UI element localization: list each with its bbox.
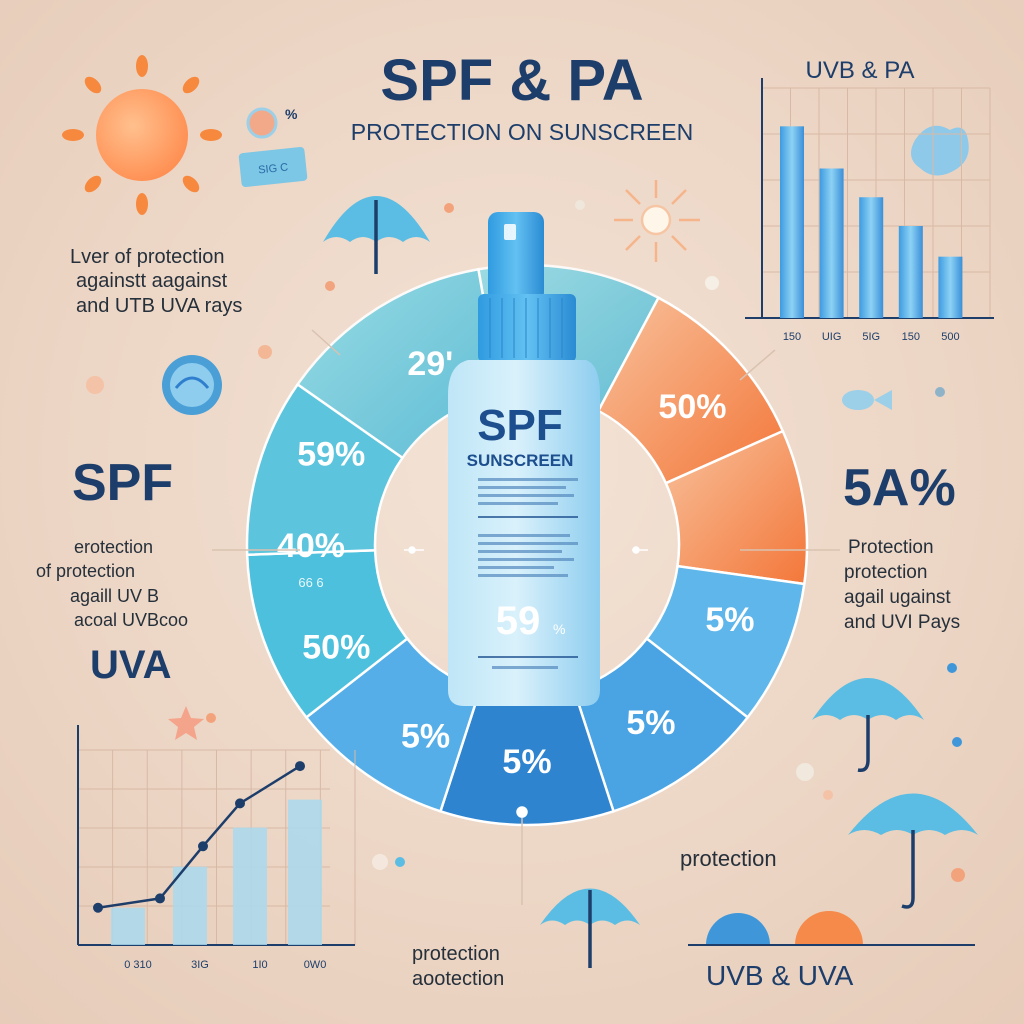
right-description-line-1: Protection bbox=[848, 537, 934, 558]
left-caption: Lver of protection againstt aagainst and… bbox=[70, 246, 242, 317]
bar bbox=[898, 226, 923, 318]
spf-description-line-3: agaill UV B bbox=[70, 586, 159, 606]
tick-label: 3IG bbox=[191, 959, 209, 971]
left-caption-line-3: and UTB UVA rays bbox=[76, 295, 242, 317]
bottle-value-suffix: % bbox=[553, 621, 565, 637]
donut-labels: 29' 59% 40% 50% 5% 5% 5% 5% 50% 66 6 bbox=[277, 345, 755, 781]
tick-label: 150 bbox=[783, 331, 801, 343]
umbrella-icon bbox=[848, 793, 978, 909]
donut-label: 50% bbox=[658, 388, 726, 426]
page-title: SPF & PA bbox=[380, 48, 643, 113]
tick-label: 150 bbox=[902, 331, 920, 343]
right-description-line-4: and UVI Pays bbox=[844, 612, 960, 633]
umbrella-icon bbox=[812, 678, 924, 773]
sunscreen-bottle: SPF SUNSCREEN 59 % bbox=[448, 212, 600, 706]
bar bbox=[938, 256, 963, 318]
bar bbox=[859, 197, 884, 318]
donut-label: 50% bbox=[302, 628, 370, 666]
umbrella-icon bbox=[323, 196, 430, 274]
uvb-uva-spheres bbox=[688, 911, 975, 946]
uvb-pa-bar-chart: 150 UIG 5IG 150 500 bbox=[745, 78, 994, 343]
right-description: Protection protection agail ugainst and … bbox=[844, 537, 960, 633]
sticker-tag: SIG C bbox=[258, 161, 289, 176]
line-point bbox=[198, 841, 208, 852]
spf-heading: SPF bbox=[72, 454, 173, 512]
tick-label: 0W0 bbox=[304, 959, 327, 971]
spf-description-line-4: acoal UVBcoo bbox=[74, 610, 188, 630]
right-big-value: 5A% bbox=[843, 459, 956, 517]
top-chart-title: UVB & PA bbox=[806, 57, 915, 84]
donut-label: 5% bbox=[401, 718, 450, 756]
line-point bbox=[93, 902, 103, 913]
bottom-caption-line-2: aootection bbox=[412, 968, 504, 990]
donut-label: 5% bbox=[705, 601, 754, 639]
sticker-icon: % SIG C bbox=[238, 106, 308, 187]
tick-label: 5IG bbox=[862, 331, 880, 343]
donut-label: 29' bbox=[407, 345, 453, 383]
right-description-line-2: protection bbox=[844, 562, 927, 583]
donut-sublabel: 66 6 bbox=[298, 575, 323, 590]
bar bbox=[780, 126, 804, 318]
sticker-value: % bbox=[285, 106, 298, 122]
bottom-caption-line-1: protection bbox=[412, 943, 500, 965]
tick-label: 1I0 bbox=[252, 959, 267, 971]
fish-icon bbox=[842, 390, 892, 410]
bottle-fine-print bbox=[478, 478, 578, 669]
uva-heading: UVA bbox=[90, 643, 171, 687]
line-point bbox=[155, 893, 165, 904]
bottle-product: SUNSCREEN bbox=[467, 451, 574, 470]
bottle-brand: SPF bbox=[477, 401, 563, 450]
umbrella-icon bbox=[540, 888, 640, 968]
uvb-uva-footer: UVB & UVA bbox=[706, 960, 854, 991]
spf-description-line-1: erotection bbox=[74, 537, 153, 557]
bottle-value: 59 bbox=[496, 599, 541, 643]
bar bbox=[173, 866, 207, 945]
bottom-caption: protection aootection bbox=[412, 943, 504, 990]
starfish-icon bbox=[168, 706, 204, 740]
bar bbox=[288, 799, 322, 945]
bar bbox=[819, 168, 844, 318]
globe-badge-icon bbox=[162, 355, 222, 415]
left-caption-line-1: Lver of protection bbox=[70, 246, 225, 268]
tick-label: 0 310 bbox=[124, 959, 152, 971]
donut-label: 5% bbox=[502, 743, 551, 781]
sun-icon bbox=[62, 55, 222, 215]
right-protection-label: protection bbox=[680, 846, 777, 871]
bar bbox=[111, 907, 145, 945]
protection-growth-chart: 0 310 3IG 1I0 0W0 bbox=[77, 725, 356, 971]
page-subtitle: PROTECTION ON SUNSCREEN bbox=[351, 119, 693, 145]
right-description-line-3: agail ugainst bbox=[844, 587, 951, 608]
decor-sparkles bbox=[86, 200, 965, 882]
cloud-icon bbox=[911, 125, 969, 176]
line-point bbox=[235, 798, 245, 809]
donut-label: 5% bbox=[626, 704, 675, 742]
spf-description-line-2: of protection bbox=[36, 561, 135, 581]
bar bbox=[233, 827, 267, 945]
donut-label: 40% bbox=[277, 527, 345, 565]
donut-label: 59% bbox=[297, 436, 365, 474]
left-caption-line-2: againstt aagainst bbox=[76, 270, 228, 292]
spf-description: erotection of protection agaill UV B aco… bbox=[36, 537, 188, 630]
line-point bbox=[295, 761, 305, 772]
tick-label: 500 bbox=[941, 331, 959, 343]
tick-label: UIG bbox=[822, 331, 842, 343]
sun-burst-icon bbox=[614, 180, 700, 262]
connector-lines bbox=[212, 329, 840, 905]
